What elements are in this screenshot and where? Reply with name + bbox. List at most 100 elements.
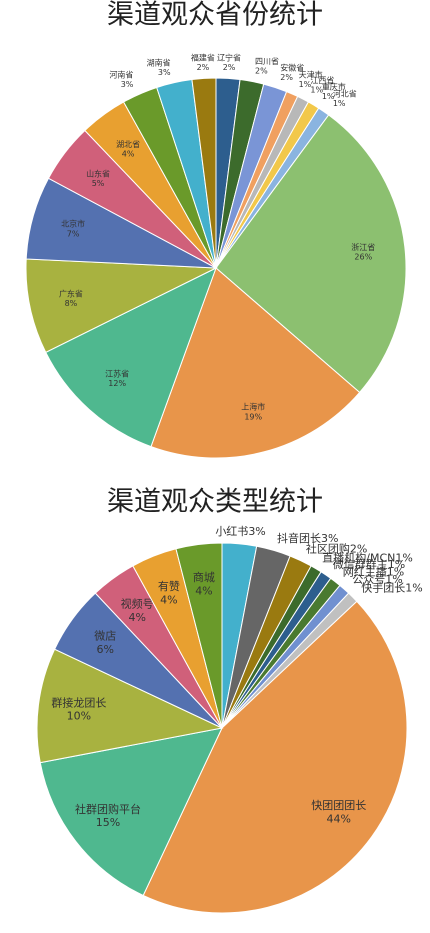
slice-label: 北京市 7% xyxy=(61,218,85,238)
slice-label: 四川省 2% xyxy=(255,55,279,75)
slice-label: 上海市 19% xyxy=(241,401,265,421)
slice-label: 微店 6% xyxy=(94,629,116,656)
slice-category: 快团团团长 xyxy=(311,799,366,812)
slice-category: 湖北省 xyxy=(116,138,140,148)
slice-category: 山东省 xyxy=(86,168,110,178)
pie-slice xyxy=(25,258,218,354)
slice-category: 网红主播 xyxy=(343,564,387,578)
slice-label: 湖南省 3% xyxy=(147,57,171,77)
chart-title: 渠道观众省份统计 xyxy=(107,0,323,31)
slice-label: 天津市 1% xyxy=(299,69,323,89)
slice-category: 河北省 xyxy=(333,88,357,98)
slice-value-label: 4% xyxy=(160,593,177,606)
slice-label: 浙江省 26% xyxy=(351,241,375,261)
slice-label: 社区团购2% xyxy=(306,542,367,556)
slice-value-label: 2% xyxy=(197,63,210,72)
slice-category: 视频号 xyxy=(121,597,154,611)
slice-value-label: 1% xyxy=(405,582,422,595)
slice-value-label: 1% xyxy=(385,573,402,586)
slice-value-label: 44% xyxy=(327,812,351,825)
pie-slice xyxy=(142,600,408,914)
slice-label: 辽宁省 2% xyxy=(217,52,241,72)
pie-slice xyxy=(175,542,223,729)
slice-value-label: 1% xyxy=(388,558,405,571)
pie-slice xyxy=(191,77,217,269)
slice-category: 福建省 xyxy=(191,52,215,62)
chart-title: 渠道观众类型统计 xyxy=(107,487,323,518)
slice-value-label: 1% xyxy=(299,80,312,89)
slice-label: 小红书3% xyxy=(215,525,265,538)
slice-label: 重庆市 1% xyxy=(322,81,346,101)
slice-category: 辽宁省 xyxy=(217,52,241,62)
slice-category: 江苏省 xyxy=(105,368,129,378)
slice-label: 群接龙团长 10% xyxy=(51,695,106,722)
slice-value-label: 6% xyxy=(97,643,114,656)
slice-value-label: 1% xyxy=(333,99,346,108)
slice-value-label: 2% xyxy=(223,63,236,72)
slice-category: 群接龙团长 xyxy=(51,695,106,709)
slice-value-label: 19% xyxy=(244,412,262,421)
slice-value-label: 3% xyxy=(248,525,265,538)
slice-value-label: 8% xyxy=(65,299,78,308)
slice-label: 商城 4% xyxy=(193,570,215,597)
slice-label: 安徽省 2% xyxy=(280,62,304,82)
slice-value-label: 4% xyxy=(128,611,145,624)
slice-category: 重庆市 xyxy=(322,81,346,91)
pie-slice xyxy=(150,267,361,459)
slice-label: 河北省 1% xyxy=(333,88,357,108)
slice-label: 快团团团长 44% xyxy=(311,799,366,825)
pie-slice xyxy=(39,727,223,897)
slice-value-label: 3% xyxy=(158,67,171,76)
slice-value-label: 5% xyxy=(92,179,105,188)
slice-category: 河南省 xyxy=(109,69,133,79)
pie-slice xyxy=(36,648,224,764)
slice-category: 有赞 xyxy=(158,579,180,593)
slice-label: 福建省 2% xyxy=(191,52,215,72)
slice-label: 视频号 4% xyxy=(121,597,154,624)
slice-value-label: 10% xyxy=(67,710,91,723)
slice-category: 浙江省 xyxy=(351,241,375,251)
slice-label: 直播机构/MCN1% xyxy=(322,550,413,564)
slice-value-label: 2% xyxy=(280,73,293,82)
slice-value-label: 3% xyxy=(321,532,338,545)
slice-category: 上海市 xyxy=(241,401,265,411)
slice-value-label: 3% xyxy=(121,80,134,89)
slice-value-label: 1% xyxy=(395,551,412,564)
slice-category: 直播机构/MCN xyxy=(322,550,395,564)
pie-slice xyxy=(45,266,217,448)
slice-category: 快手团长 xyxy=(361,581,405,595)
slice-label: 微信群群主1% xyxy=(333,557,405,571)
slice-category: 抖音团长 xyxy=(277,531,321,545)
slice-value-label: 7% xyxy=(67,229,80,238)
slice-category: 广东省 xyxy=(59,288,83,298)
slice-label: 广东省 8% xyxy=(59,288,83,308)
slice-category: 微店 xyxy=(94,629,116,643)
slice-label: 快手团长1% xyxy=(361,581,422,595)
slice-label: 网红主播1% xyxy=(343,564,404,578)
slice-category: 社群团购平台 xyxy=(75,802,141,816)
slice-value-label: 26% xyxy=(354,252,372,261)
slice-category: 安徽省 xyxy=(280,62,304,72)
slice-label: 山东省 5% xyxy=(86,168,110,188)
slice-label: 江苏省 12% xyxy=(105,368,129,388)
slice-category: 公众号 xyxy=(352,573,385,586)
slice-value-label: 12% xyxy=(108,379,126,388)
slice-category: 微信群群主 xyxy=(333,557,388,571)
slice-label: 社群团购平台 15% xyxy=(75,802,141,829)
slice-category: 商城 xyxy=(193,570,215,584)
slice-value-label: 2% xyxy=(350,543,367,556)
slice-category: 社区团购 xyxy=(306,542,350,556)
slice-value-label: 1% xyxy=(310,85,323,94)
slice-value-label: 4% xyxy=(122,149,135,158)
slice-value-label: 1% xyxy=(322,92,335,101)
slice-category: 北京市 xyxy=(61,218,85,228)
pie-slice xyxy=(215,114,407,394)
slice-category: 小红书 xyxy=(215,525,248,538)
slice-category: 江西省 xyxy=(310,75,334,85)
slice-category: 天津市 xyxy=(299,69,323,79)
slice-label: 公众号1% xyxy=(352,573,402,586)
slice-value-label: 15% xyxy=(96,816,120,829)
slice-category: 四川省 xyxy=(255,55,279,65)
slice-category: 湖南省 xyxy=(147,57,171,67)
